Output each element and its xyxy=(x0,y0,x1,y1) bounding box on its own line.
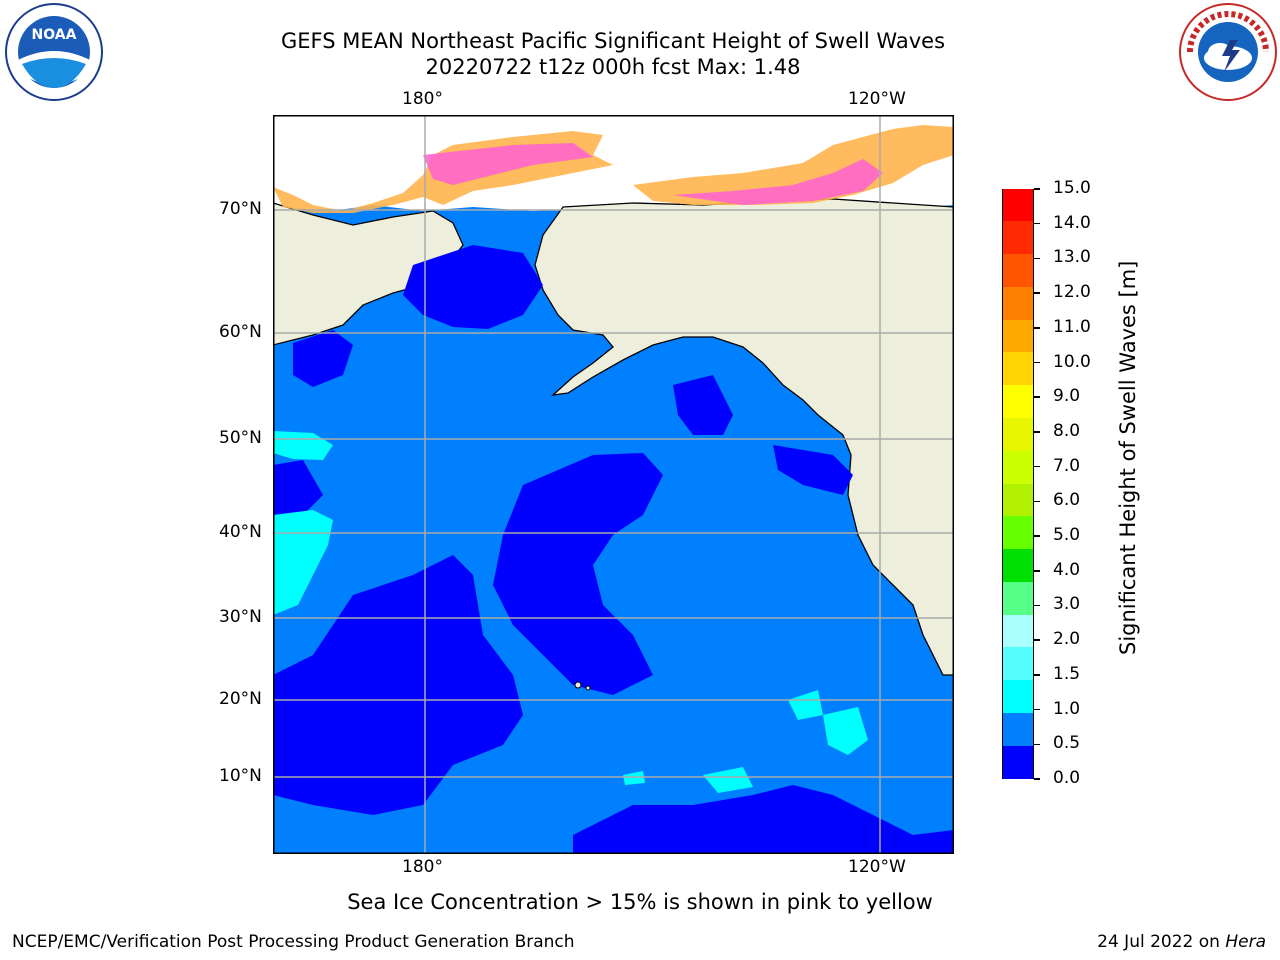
colorbar-tick-label: 1.5 xyxy=(1053,663,1081,684)
colorbar-segment xyxy=(1003,254,1033,288)
colorbar-tick-label: 10.0 xyxy=(1053,351,1091,372)
colorbar-tick-mark xyxy=(1034,431,1040,433)
lat-label-50n: 50°N xyxy=(219,428,262,448)
colorbar-tick-label: 14.0 xyxy=(1053,212,1091,233)
hawaii-island xyxy=(585,685,591,691)
colorbar-tick-label: 5.0 xyxy=(1053,525,1081,546)
colorbar-tick-mark xyxy=(1034,743,1040,746)
lon-label-top-120w: 120°W xyxy=(848,89,906,109)
noaa-logo: NOAA xyxy=(5,3,103,101)
lat-label-10n: 10°N xyxy=(219,766,262,786)
colorbar-tick-mark xyxy=(1034,188,1040,190)
colorbar-segment xyxy=(1003,483,1033,517)
colorbar-tick-label: 12.0 xyxy=(1053,282,1091,303)
sea-ice-pink-east xyxy=(673,159,883,205)
colorbar-segment xyxy=(1003,385,1033,419)
colorbar-tick-mark xyxy=(1034,500,1040,503)
colorbar-tick-mark xyxy=(1034,292,1040,294)
footer-host: Hera xyxy=(1225,932,1266,952)
lat-label-20n: 20°N xyxy=(219,689,262,709)
chart-title: GEFS MEAN Northeast Pacific Significant … xyxy=(280,29,946,53)
colorbar-title: Significant Height of Swell Waves [m] xyxy=(1116,260,1140,655)
colorbar-tick-label: 6.0 xyxy=(1053,490,1081,511)
colorbar-segment xyxy=(1003,712,1033,747)
hawaii-island xyxy=(574,681,582,689)
colorbar-tick-mark xyxy=(1034,570,1040,572)
colorbar-segment xyxy=(1003,319,1033,353)
okhotsk-swell-0-0.5 xyxy=(293,330,353,387)
colorbar-tick-mark xyxy=(1034,327,1040,329)
footer-date: 24 Jul 2022 on Hera xyxy=(1097,932,1266,952)
colorbar-segment xyxy=(1003,745,1033,779)
lat-label-60n: 60°N xyxy=(219,322,262,342)
sea-ice-east xyxy=(633,125,954,205)
footer-date-text: 24 Jul 2022 on xyxy=(1097,932,1226,952)
sea-ice-pink-west xyxy=(423,143,593,185)
colorbar-tick-mark xyxy=(1034,222,1040,225)
colorbar-tick-mark xyxy=(1034,361,1040,364)
map-panel[interactable] xyxy=(273,115,954,854)
lat-label-40n: 40°N xyxy=(219,522,262,542)
colorbar-tick-label: 0.0 xyxy=(1053,768,1081,788)
south-band-swell-low xyxy=(573,785,954,854)
central-pacific-swell-low xyxy=(493,453,663,695)
colorbar-tick-label: 15.0 xyxy=(1053,178,1091,198)
chart-subtitle: 20220722 t12z 000h fcst Max: 1.48 xyxy=(425,55,801,79)
colorbar-segment xyxy=(1003,450,1033,484)
colorbar-tick-label: 7.0 xyxy=(1053,455,1081,476)
svg-text:NOAA: NOAA xyxy=(32,27,77,43)
colorbar-segment xyxy=(1003,549,1033,583)
colorbar-tick-label: 0.5 xyxy=(1053,733,1081,754)
sea-ice-caption: Sea Ice Concentration > 15% is shown in … xyxy=(347,890,933,914)
coast-swell-low xyxy=(773,445,853,495)
colorbar-tick-label: 3.0 xyxy=(1053,594,1081,615)
nws-logo xyxy=(1179,3,1277,101)
colorbar-segment xyxy=(1003,417,1033,452)
colorbar-tick-mark xyxy=(1034,604,1040,607)
colorbar-tick-label: 2.0 xyxy=(1053,629,1081,650)
cyan-patch-e1 xyxy=(788,690,823,720)
cyan-patch-e2 xyxy=(823,707,868,755)
nw-pacific-swell-low xyxy=(273,460,323,515)
lon-label-bottom-120w: 120°W xyxy=(848,857,906,877)
cyan-patch-s2 xyxy=(623,771,645,785)
west-pacific-swell-low xyxy=(273,555,523,815)
colorbar-tick-label: 1.0 xyxy=(1053,698,1081,719)
colorbar-tick-label: 8.0 xyxy=(1053,420,1081,441)
colorbar-segment xyxy=(1003,581,1033,616)
colorbar-tick-mark xyxy=(1034,465,1040,468)
cyan-patch-s1 xyxy=(703,767,753,793)
colorbar-tick-mark xyxy=(1034,396,1040,398)
colorbar-tick-mark xyxy=(1034,257,1040,260)
lat-label-30n: 30°N xyxy=(219,607,262,627)
colorbar-tick-mark xyxy=(1034,778,1040,780)
cyan-patch-west xyxy=(273,510,333,615)
lon-label-bottom-180: 180° xyxy=(402,857,443,877)
graticule xyxy=(273,115,954,854)
map-frame xyxy=(273,115,954,854)
lat-label-70n: 70°N xyxy=(219,199,262,219)
lon-label-top-180: 180° xyxy=(402,89,443,109)
colorbar-segment xyxy=(1003,516,1033,550)
colorbar-segment xyxy=(1003,286,1033,321)
colorbar-segment xyxy=(1003,647,1033,681)
colorbar xyxy=(1002,188,1034,779)
colorbar-segment xyxy=(1003,188,1033,222)
colorbar-segment xyxy=(1003,614,1033,648)
colorbar-tick-mark xyxy=(1034,639,1040,641)
colorbar-segment xyxy=(1003,680,1033,714)
colorbar-tick-label: 13.0 xyxy=(1053,247,1091,268)
colorbar-tick-label: 4.0 xyxy=(1053,559,1081,580)
colorbar-tick-mark xyxy=(1034,708,1040,711)
colorbar-segment xyxy=(1003,221,1033,255)
colorbar-tick-mark xyxy=(1034,674,1040,676)
colorbar-tick-label: 11.0 xyxy=(1053,316,1091,337)
colorbar-tick-mark xyxy=(1034,535,1040,537)
colorbar-tick-label: 9.0 xyxy=(1053,386,1081,407)
footer-credit: NCEP/EMC/Verification Post Processing Pr… xyxy=(12,932,575,952)
gulf-alaska-swell-low xyxy=(673,375,733,435)
colorbar-segment xyxy=(1003,352,1033,386)
north-america-land xyxy=(534,198,954,676)
bering-swell-0-0.5 xyxy=(403,245,543,329)
